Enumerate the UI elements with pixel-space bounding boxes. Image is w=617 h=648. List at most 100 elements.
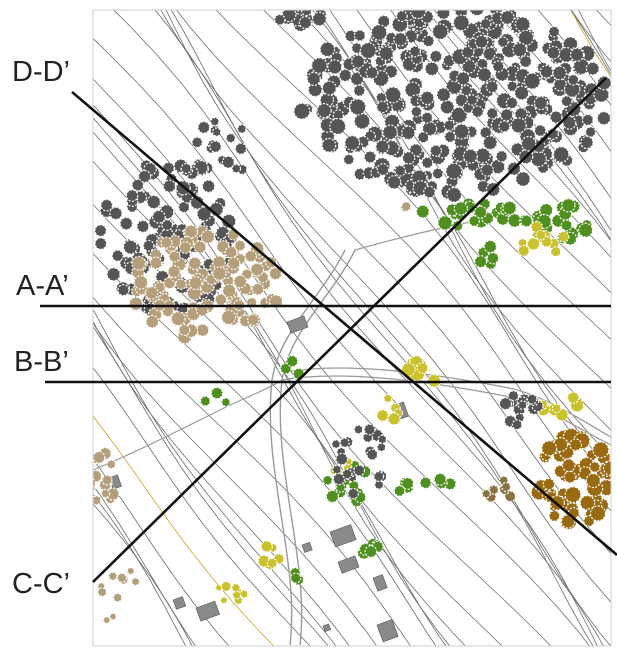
- tree: [497, 36, 509, 48]
- tree: [585, 61, 600, 76]
- tree: [131, 577, 141, 587]
- tree: [502, 200, 517, 216]
- tree: [450, 106, 468, 124]
- tree: [210, 116, 220, 127]
- tree: [443, 119, 455, 132]
- tree: [520, 214, 533, 228]
- tree: [178, 324, 191, 337]
- tree: [366, 448, 379, 461]
- tree: [526, 393, 538, 405]
- tree: [580, 135, 594, 150]
- tree: [474, 34, 489, 49]
- tree: [101, 474, 113, 486]
- tree: [512, 42, 528, 58]
- tree: [539, 203, 554, 218]
- tree: [415, 204, 430, 219]
- building: [286, 315, 309, 334]
- tree: [167, 265, 181, 279]
- tree: [375, 139, 390, 154]
- tree: [549, 110, 563, 124]
- tree: [416, 362, 429, 374]
- tree: [351, 54, 366, 69]
- tree: [422, 34, 435, 48]
- building: [322, 623, 332, 633]
- tree: [401, 362, 416, 377]
- tree: [453, 201, 469, 216]
- tree: [431, 167, 444, 180]
- tree: [94, 224, 107, 237]
- tree: [222, 283, 237, 298]
- tree: [293, 102, 311, 120]
- tree: [128, 296, 144, 311]
- tree: [188, 256, 202, 271]
- section-label-b: B-B’: [14, 346, 69, 378]
- contour-line: [176, 10, 611, 512]
- tree: [533, 95, 549, 111]
- tree: [424, 61, 440, 77]
- contour-line: [93, 117, 503, 646]
- tree: [353, 84, 366, 97]
- tree: [376, 442, 387, 452]
- tree: [523, 72, 541, 90]
- tree: [119, 216, 134, 231]
- tree: [486, 252, 500, 265]
- section-label-c: C-C’: [12, 568, 70, 600]
- tree: [335, 482, 346, 493]
- tree: [433, 472, 447, 486]
- tree: [492, 60, 505, 73]
- section-line-d: [71, 91, 617, 556]
- tree: [567, 391, 580, 404]
- tree: [517, 244, 530, 257]
- building: [301, 541, 313, 553]
- tree: [312, 11, 327, 27]
- tree: [560, 219, 573, 232]
- tree: [106, 267, 121, 282]
- tree: [429, 50, 443, 63]
- tree: [548, 25, 560, 38]
- tree: [567, 74, 580, 86]
- tree: [469, 10, 485, 17]
- tree: [131, 178, 145, 192]
- map-frame: [92, 9, 612, 647]
- tree: [589, 505, 607, 522]
- contour-line: [93, 160, 451, 646]
- tree: [596, 75, 611, 91]
- tree: [520, 135, 537, 152]
- tree: [133, 275, 149, 290]
- tree: [142, 239, 155, 252]
- tree: [431, 23, 449, 40]
- tree: [363, 150, 377, 164]
- tree: [219, 596, 228, 605]
- tree: [563, 470, 577, 484]
- tree: [239, 589, 249, 599]
- tree: [178, 241, 192, 255]
- tree: [183, 224, 199, 239]
- tree: [191, 136, 203, 149]
- tree: [100, 198, 113, 212]
- tree: [322, 475, 333, 486]
- tree: [421, 156, 434, 169]
- tree: [225, 133, 236, 144]
- tree: [417, 131, 430, 144]
- tree: [117, 284, 130, 297]
- tree: [353, 112, 371, 130]
- tree: [349, 98, 367, 116]
- tree: [409, 10, 427, 20]
- building: [172, 596, 187, 610]
- tree: [376, 163, 390, 176]
- tree: [602, 460, 611, 476]
- tree: [548, 510, 561, 522]
- tree: [466, 94, 478, 106]
- tree: [452, 14, 470, 32]
- tree: [151, 209, 166, 224]
- tree: [221, 213, 237, 229]
- contour-line: [93, 484, 196, 646]
- building: [195, 600, 220, 622]
- tree: [341, 468, 353, 480]
- tree: [211, 127, 222, 137]
- tree: [386, 174, 402, 190]
- tree: [210, 386, 224, 400]
- tree: [437, 215, 453, 231]
- tree: [193, 240, 207, 254]
- tree: [353, 29, 366, 42]
